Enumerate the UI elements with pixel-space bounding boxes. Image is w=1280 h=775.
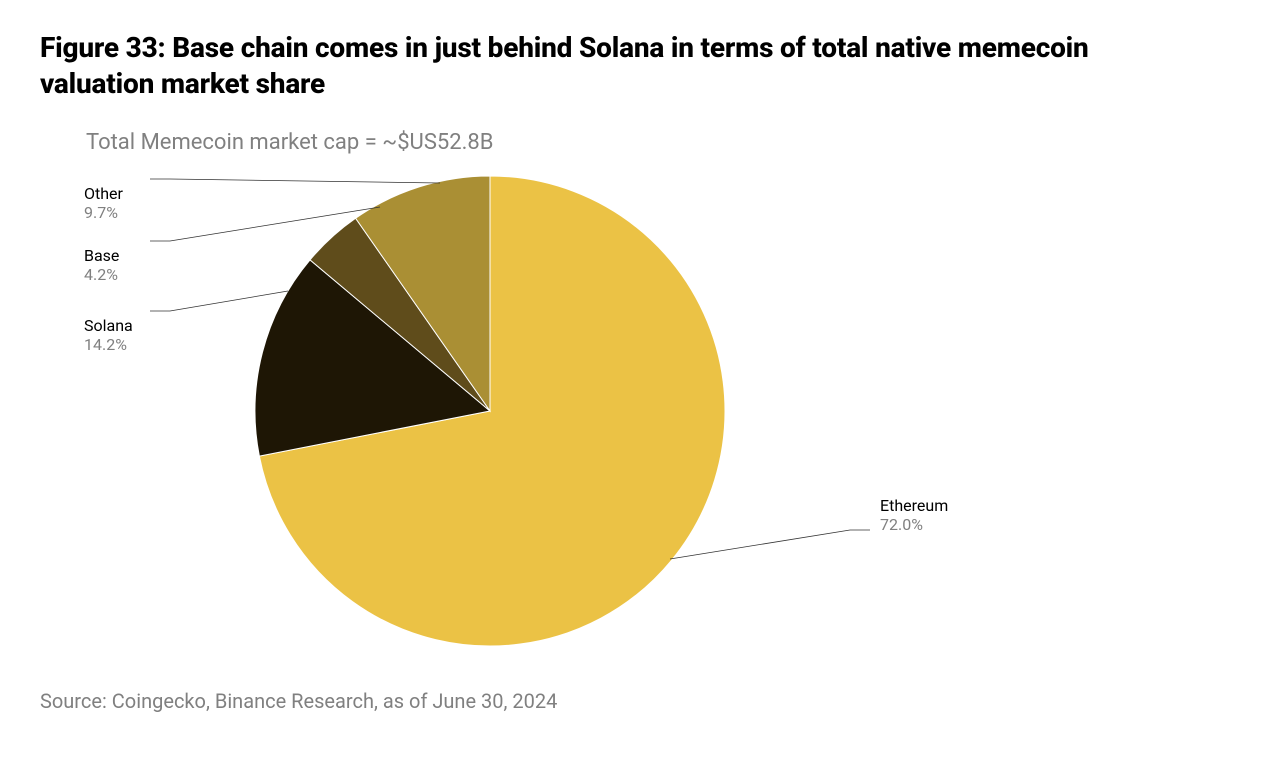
slice-label-other: Other9.7% — [84, 184, 123, 222]
chart-subtitle: Total Memecoin market cap = ~$US52.8B — [86, 130, 1240, 155]
figure-title: Figure 33: Base chain comes in just behi… — [40, 30, 1160, 102]
slice-label-name: Base — [84, 246, 119, 265]
pie-chart-svg — [40, 161, 1140, 681]
pie-chart: Ethereum72.0% Solana14.2% Base4.2% Other9.7… — [40, 161, 1240, 681]
slice-label-name: Other — [84, 184, 123, 203]
leader-line-other — [150, 179, 440, 183]
figure-container: Figure 33: Base chain comes in just behi… — [0, 0, 1280, 775]
figure-source: Source: Coingecko, Binance Research, as … — [40, 689, 1240, 713]
leader-line-solana — [150, 291, 288, 311]
slice-label-base: Base4.2% — [84, 246, 119, 284]
slice-label-name: Solana — [84, 316, 133, 335]
slice-label-pct: 9.7% — [84, 203, 123, 222]
slice-label-name: Ethereum — [880, 496, 948, 515]
slice-label-solana: Solana14.2% — [84, 316, 133, 354]
slice-label-pct: 72.0% — [880, 515, 948, 534]
leader-line-ethereum — [670, 530, 870, 559]
slice-label-pct: 4.2% — [84, 265, 119, 284]
slice-label-pct: 14.2% — [84, 335, 133, 354]
slice-label-ethereum: Ethereum72.0% — [880, 496, 948, 534]
